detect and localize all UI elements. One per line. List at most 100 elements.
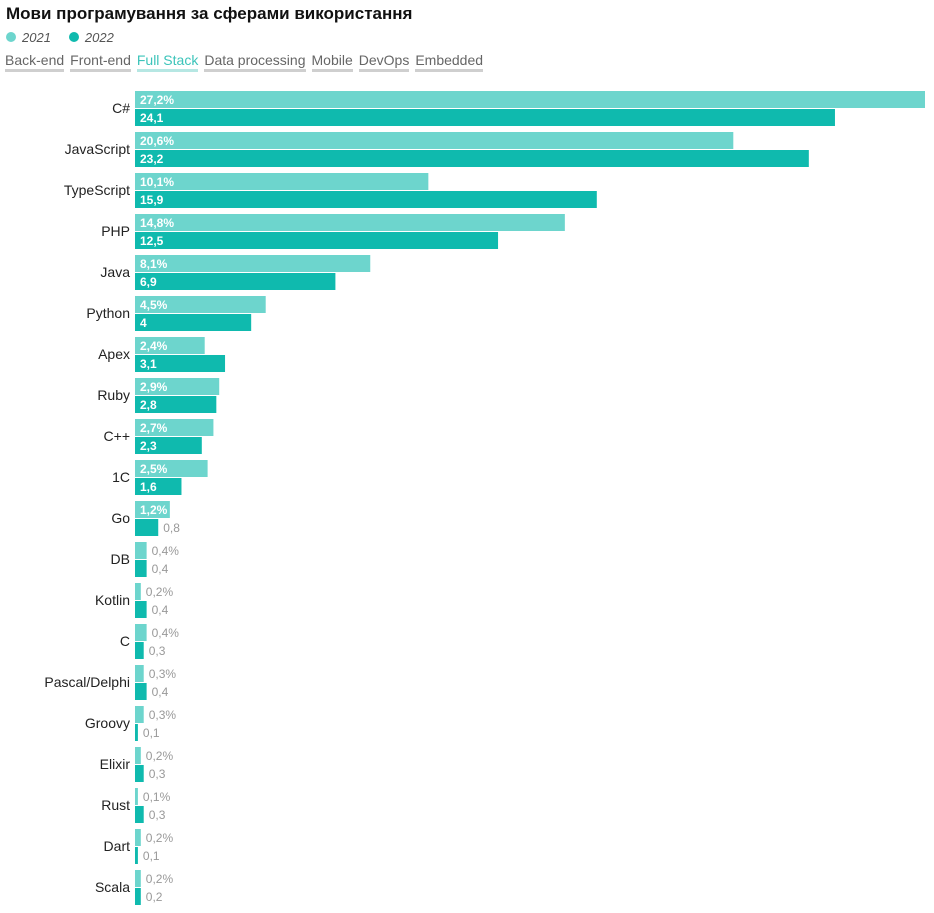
value-label-2021-dart: 0,2%: [146, 831, 174, 845]
bar-2022-pascal-delphi[interactable]: [135, 683, 147, 700]
bar-2022-c-sharp[interactable]: [135, 109, 835, 126]
tab-back-end[interactable]: Back-end: [5, 52, 65, 72]
value-label-2022-java: 6,9: [140, 275, 157, 289]
bar-2021-php[interactable]: [135, 214, 565, 231]
bar-2021-c-sharp[interactable]: [135, 91, 925, 108]
value-label-2022-apex: 3,1: [140, 357, 157, 371]
bar-2022-apex[interactable]: [135, 355, 226, 372]
tab-full-stack[interactable]: Full Stack: [136, 52, 199, 72]
bar-2021-javascript[interactable]: [135, 132, 734, 149]
bar-2021-ruby[interactable]: [135, 378, 220, 395]
tab-data-processing[interactable]: Data processing: [204, 52, 306, 72]
bar-2022-go[interactable]: [135, 519, 159, 536]
bar-2021-elixir[interactable]: [135, 747, 141, 764]
bar-2022-ruby[interactable]: [135, 396, 217, 413]
category-tabs: Back-end Front-end Full Stack Data proce…: [5, 52, 489, 72]
value-label-2022-elixir: 0,3: [149, 767, 166, 781]
category-label-1c: 1C: [112, 469, 130, 485]
value-label-2021-pascal-delphi: 0,3%: [149, 667, 177, 681]
value-label-2021-elixir: 0,2%: [146, 749, 174, 763]
bar-2021-1c[interactable]: [135, 460, 208, 477]
value-label-2022-ruby: 2,8: [140, 398, 157, 412]
value-label-2021-kotlin: 0,2%: [146, 585, 174, 599]
legend: 2021 2022: [6, 29, 132, 45]
value-label-2022-c: 0,3: [149, 644, 166, 658]
value-label-2021-go: 1,2%: [140, 503, 168, 517]
tab-mobile[interactable]: Mobile: [311, 52, 353, 72]
bar-2021-java[interactable]: [135, 255, 371, 272]
category-label-typescript: TypeScript: [64, 182, 130, 198]
value-label-2021-1c: 2,5%: [140, 462, 168, 476]
category-label-groovy: Groovy: [85, 715, 130, 731]
value-label-2021-scala: 0,2%: [146, 872, 174, 886]
legend-label-2022: 2022: [84, 29, 114, 45]
bar-2022-java[interactable]: [135, 273, 336, 290]
legend-dot-2022: [68, 32, 79, 42]
category-label-php: PHP: [101, 223, 130, 239]
bar-2021-rust[interactable]: [135, 788, 138, 805]
bar-2021-db[interactable]: [135, 542, 147, 559]
bar-2021-kotlin[interactable]: [135, 583, 141, 600]
value-label-2022-go: 0,8: [163, 521, 180, 535]
value-label-2022-rust: 0,3: [149, 808, 166, 822]
bar-2022-kotlin[interactable]: [135, 601, 147, 618]
value-label-2021-python: 4,5%: [140, 298, 168, 312]
legend-label-2021: 2021: [22, 29, 51, 45]
bar-2021-apex[interactable]: [135, 337, 205, 354]
tab-devops[interactable]: DevOps: [358, 52, 410, 72]
bar-2021-pascal-delphi[interactable]: [135, 665, 144, 682]
bar-2022-c[interactable]: [135, 642, 144, 659]
chart-title: Мови програмування за сферами використан…: [6, 4, 413, 23]
value-label-2022-db: 0,4: [152, 562, 169, 576]
category-label-python: Python: [86, 305, 130, 321]
category-label-go: Go: [111, 510, 130, 526]
bar-2022-groovy[interactable]: [135, 724, 138, 741]
bar-2021-cpp[interactable]: [135, 419, 214, 436]
category-label-c: C: [120, 633, 130, 649]
bar-2022-rust[interactable]: [135, 806, 144, 823]
category-label-javascript: JavaScript: [65, 141, 130, 157]
category-label-cpp: C++: [104, 428, 130, 444]
bar-2022-cpp[interactable]: [135, 437, 202, 454]
tab-embedded[interactable]: Embedded: [415, 52, 484, 72]
bar-chart: C# 27,2% 24,1 JavaScript 20,6% 23,2 TypeScript…: [44, 91, 925, 905]
value-label-2022-python: 4: [140, 316, 147, 330]
category-label-kotlin: Kotlin: [95, 592, 130, 608]
category-label-elixir: Elixir: [100, 756, 131, 772]
bar-2021-go[interactable]: [135, 501, 170, 518]
value-label-2022-php: 12,5: [140, 234, 164, 248]
legend-item-2022[interactable]: 2022: [68, 29, 114, 45]
bar-2021-scala[interactable]: [135, 870, 141, 887]
value-label-2021-cpp: 2,7%: [140, 421, 168, 435]
bar-2022-javascript[interactable]: [135, 150, 809, 167]
bar-2022-elixir[interactable]: [135, 765, 144, 782]
tab-front-end[interactable]: Front-end: [70, 52, 131, 72]
bar-2022-python[interactable]: [135, 314, 252, 331]
value-label-2021-java: 8,1%: [140, 257, 168, 271]
bar-2022-dart[interactable]: [135, 847, 138, 864]
bar-2021-dart[interactable]: [135, 829, 141, 846]
category-label-dart: Dart: [104, 838, 131, 854]
value-label-2022-typescript: 15,9: [140, 193, 164, 207]
value-label-2021-ruby: 2,9%: [140, 380, 168, 394]
value-label-2022-javascript: 23,2: [140, 152, 164, 166]
bar-2022-php[interactable]: [135, 232, 499, 249]
legend-item-2021[interactable]: 2021: [6, 30, 51, 45]
bar-2021-python[interactable]: [135, 296, 266, 313]
value-label-2022-dart: 0,1: [143, 849, 160, 863]
category-label-pascal-delphi: Pascal/Delphi: [44, 674, 130, 690]
bar-2021-c[interactable]: [135, 624, 147, 641]
bar-2022-1c[interactable]: [135, 478, 182, 495]
category-label-scala: Scala: [95, 879, 130, 895]
value-label-2022-groovy: 0,1: [143, 726, 160, 740]
bar-2022-scala[interactable]: [135, 888, 141, 905]
category-label-c-sharp: C#: [112, 100, 130, 116]
bar-2021-typescript[interactable]: [135, 173, 429, 190]
value-label-2021-c: 0,4%: [152, 626, 180, 640]
bar-2022-typescript[interactable]: [135, 191, 597, 208]
category-label-ruby: Ruby: [97, 387, 130, 403]
bar-2021-groovy[interactable]: [135, 706, 144, 723]
bar-2022-db[interactable]: [135, 560, 147, 577]
value-label-2022-kotlin: 0,4: [152, 603, 169, 617]
value-label-2021-groovy: 0,3%: [149, 708, 177, 722]
